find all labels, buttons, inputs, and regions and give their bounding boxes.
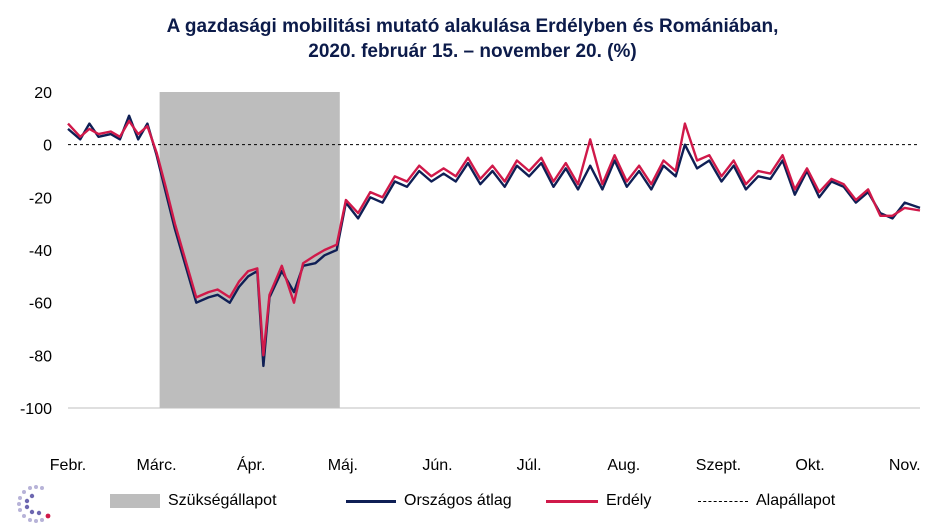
chart-title-line2: 2020. február 15. – november 20. (%)	[308, 41, 637, 62]
legend: Szükségállapot Országos átlag Erdély Ala…	[110, 489, 910, 513]
chart-title-line1: A gazdasági mobilitási mutató alakulása …	[166, 16, 779, 37]
x-tick-label: Okt.	[795, 457, 824, 474]
legend-swatch-orszagos	[346, 499, 396, 503]
chart-title: A gazdasági mobilitási mutató alakulása …	[0, 14, 945, 64]
y-tick-label: -20	[29, 190, 52, 207]
legend-item-szuksegallapot: Szükségállapot	[110, 489, 277, 513]
x-tick-label: Aug.	[607, 457, 640, 474]
x-tick-label: Júl.	[517, 457, 542, 474]
x-tick-label: Nov.	[889, 457, 921, 474]
legend-swatch-erdely	[546, 499, 598, 503]
y-tick-label: -40	[29, 243, 52, 260]
series-line-orszagos-atlag	[67, 114, 921, 368]
y-tick-label: 20	[34, 85, 52, 102]
legend-item-orszagos-atlag: Országos átlag	[346, 489, 512, 513]
shaded-period	[159, 92, 340, 408]
series-line-erdely	[67, 119, 921, 357]
legend-label-szuksegallapot: Szükségállapot	[168, 492, 277, 509]
legend-label-alapallapot: Alapállapot	[756, 492, 836, 509]
x-tick-label: Szept.	[696, 457, 741, 474]
legend-label-orszagos-atlag: Országos átlag	[404, 492, 512, 509]
y-tick-label: -60	[29, 296, 52, 313]
y-tick-label: 0	[43, 138, 52, 155]
y-tick-label: -80	[29, 348, 52, 365]
x-tick-label: Máj.	[328, 457, 358, 474]
x-tick-label: Febr.	[50, 457, 86, 474]
x-tick-label: Márc.	[137, 457, 177, 474]
legend-swatch-shade	[110, 494, 160, 508]
legend-item-alapallapot: Alapállapot	[698, 489, 835, 513]
x-tick-label: Ápr.	[237, 455, 265, 474]
x-tick-label: Jún.	[422, 457, 452, 474]
legend-label-erdely: Erdély	[606, 492, 652, 509]
y-tick-label: -100	[20, 401, 52, 418]
legend-swatch-baseline	[698, 500, 748, 502]
logo-icon	[17, 485, 51, 523]
legend-item-erdely: Erdély	[546, 489, 651, 513]
